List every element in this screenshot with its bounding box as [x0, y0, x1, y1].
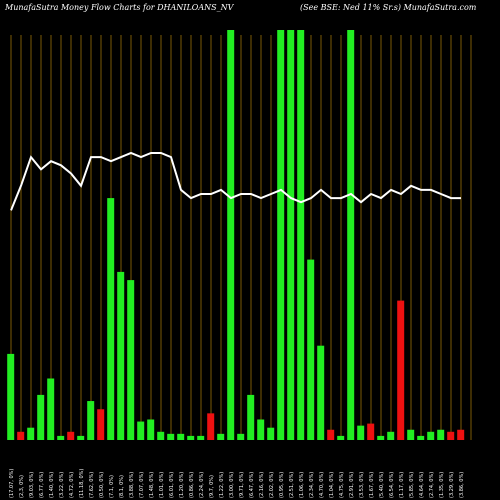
x-tick-label: (7.62, 0%) — [89, 472, 95, 498]
x-tick-label: (2.74, 0%) — [429, 472, 435, 498]
flow-bar — [347, 30, 355, 440]
x-tick-label: (2,3, 0%) — [19, 475, 25, 498]
x-tick-label: (17.07, 0%) — [9, 469, 15, 498]
x-tick-label: (2.91, 0%) — [349, 472, 355, 498]
flow-bar — [157, 431, 165, 440]
x-tick-label: (0.95, 0%) — [279, 472, 285, 498]
flow-bar — [367, 423, 375, 440]
x-tick-label: (9.7, 0%) — [209, 475, 215, 498]
flow-bar — [257, 419, 265, 440]
flow-bar — [117, 271, 125, 440]
x-tick-label: (5.40, 0%) — [379, 472, 385, 498]
flow-bar — [297, 30, 305, 440]
flow-bar — [47, 378, 55, 440]
flow-bar — [437, 429, 445, 440]
flow-bar — [397, 300, 405, 440]
flow-bar — [17, 431, 25, 440]
x-tick-label: (0.86, 0%) — [189, 472, 195, 498]
x-tick-label: (1.04, 0%) — [329, 472, 335, 498]
x-tick-label: (4.70, 0%) — [319, 472, 325, 498]
x-tick-label: (3.53, 0%) — [359, 472, 365, 498]
flow-bar — [387, 431, 395, 440]
flow-bar — [27, 427, 35, 440]
flow-bar — [267, 427, 275, 440]
flow-bar — [227, 30, 235, 440]
x-tick-label: (2.24, 0%) — [199, 472, 205, 498]
x-tick-label: (2.51, 0%) — [289, 472, 295, 498]
x-tick-label: (1.06, 0%) — [299, 472, 305, 498]
x-tick-label: (5.85, 0%) — [409, 472, 415, 498]
flow-bar — [417, 435, 425, 440]
flow-bar — [167, 433, 175, 440]
flow-bar — [247, 394, 255, 440]
flow-bar — [317, 345, 325, 440]
flow-bar — [87, 401, 95, 440]
x-tick-label: (1.35, 0%) — [439, 472, 445, 498]
flow-bar — [337, 435, 345, 440]
flow-bar — [107, 198, 115, 440]
x-tick-label: (6.77, 0%) — [39, 472, 45, 498]
flow-bar — [147, 419, 155, 440]
flow-bar — [97, 409, 105, 440]
x-tick-label: (3.00, 0%) — [229, 472, 235, 498]
x-tick-label: (1.48, 0%) — [149, 472, 155, 498]
x-tick-label: (1.01, 0%) — [159, 472, 165, 498]
x-tick-label: (1.22, 0%) — [219, 472, 225, 498]
flow-bar — [197, 435, 205, 440]
x-tick-label: (9.03, 0%) — [29, 472, 35, 498]
x-tick-label: (11.18, 0%) — [79, 469, 85, 498]
flow-bar — [127, 280, 135, 440]
x-tick-label: (9.71, 0%) — [239, 472, 245, 498]
flow-bar — [377, 435, 385, 440]
chart-title: MunafaSutra Money Flow Charts for DHANIL… — [5, 3, 234, 12]
flow-bar — [407, 429, 415, 440]
x-tick-label: (4.72, 0%) — [69, 472, 75, 498]
flow-bar — [207, 413, 215, 440]
flow-bar — [327, 429, 335, 440]
x-tick-label: (0.50, 0%) — [99, 472, 105, 498]
flow-bar — [287, 30, 295, 440]
x-tick-label: (3.22, 0%) — [59, 472, 65, 498]
x-tick-label: (1.20, 0%) — [179, 472, 185, 498]
flow-bar — [357, 425, 365, 440]
flow-bar — [137, 421, 145, 440]
x-tick-label: (7.07, 0%) — [139, 472, 145, 498]
flow-bar — [307, 259, 315, 440]
x-tick-label: (3.88, 0%) — [129, 472, 135, 498]
x-tick-label: (3.86, 0%) — [459, 472, 465, 498]
x-tick-label: (4.64, 0%) — [419, 472, 425, 498]
flow-bar — [187, 435, 195, 440]
x-tick-label: (8.1, 0%) — [119, 475, 125, 498]
x-tick-label: (3.29, 0%) — [449, 472, 455, 498]
x-tick-label: (6.47, 0%) — [249, 472, 255, 498]
flow-bar — [427, 431, 435, 440]
flow-bar — [447, 431, 455, 440]
x-tick-label: (1.40, 0%) — [49, 472, 55, 498]
flow-bar — [177, 433, 185, 440]
flow-bar — [217, 433, 225, 440]
flow-bar — [77, 435, 85, 440]
flow-bar — [237, 433, 245, 440]
x-tick-label: (6.01, 0%) — [169, 472, 175, 498]
flow-bar — [37, 394, 45, 440]
flow-bar — [277, 30, 285, 440]
flow-bar — [57, 435, 65, 440]
x-tick-label: (2.34, 0%) — [309, 472, 315, 498]
x-tick-label: (1.67, 0%) — [369, 472, 375, 498]
x-tick-label: (2.16, 0%) — [259, 472, 265, 498]
flow-bar — [7, 353, 15, 440]
price-line — [10, 151, 461, 211]
x-tick-label: (4.75, 0%) — [339, 472, 345, 498]
x-tick-label: (1.17, 0%) — [399, 472, 405, 498]
x-tick-label: (6.54, 0%) — [389, 472, 395, 498]
chart-source: (See BSE: Ned 11% Sr.s) MunafaSutra.com — [300, 3, 477, 12]
flow-bar — [67, 431, 75, 440]
x-tick-label: (7.1, 0%) — [109, 475, 115, 498]
x-tick-label: (2.02, 0%) — [269, 472, 275, 498]
flow-bar — [457, 429, 465, 440]
